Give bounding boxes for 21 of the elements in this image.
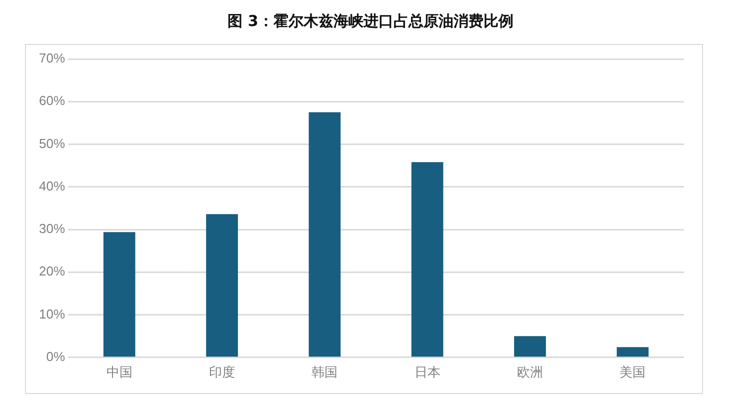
y-tick-label: 70% [38,50,66,66]
y-tick-label: 60% [38,93,66,108]
x-tick-label: 韩国 [312,366,338,381]
y-tick-label: 30% [38,221,66,236]
bar [308,112,341,357]
x-tick-label: 印度 [209,364,236,381]
x-tick-label: 欧洲 [517,366,544,381]
y-tick-label: 50% [38,136,66,151]
bar [616,347,649,357]
chart-title: 图 3：霍尔木兹海峡进口占总原油消费比例 [226,12,514,31]
bar [206,214,238,357]
bar [514,336,546,357]
y-tick-label: 40% [38,178,66,194]
x-tick-label: 中国 [106,366,132,381]
x-tick-label: 美国 [620,364,646,381]
bar [103,232,136,357]
y-tick-label: 0% [46,348,66,364]
y-tick-label: 20% [38,264,66,279]
x-tick-label: 日本 [414,366,440,381]
bar [411,162,444,357]
y-tick-label: 10% [38,306,66,322]
